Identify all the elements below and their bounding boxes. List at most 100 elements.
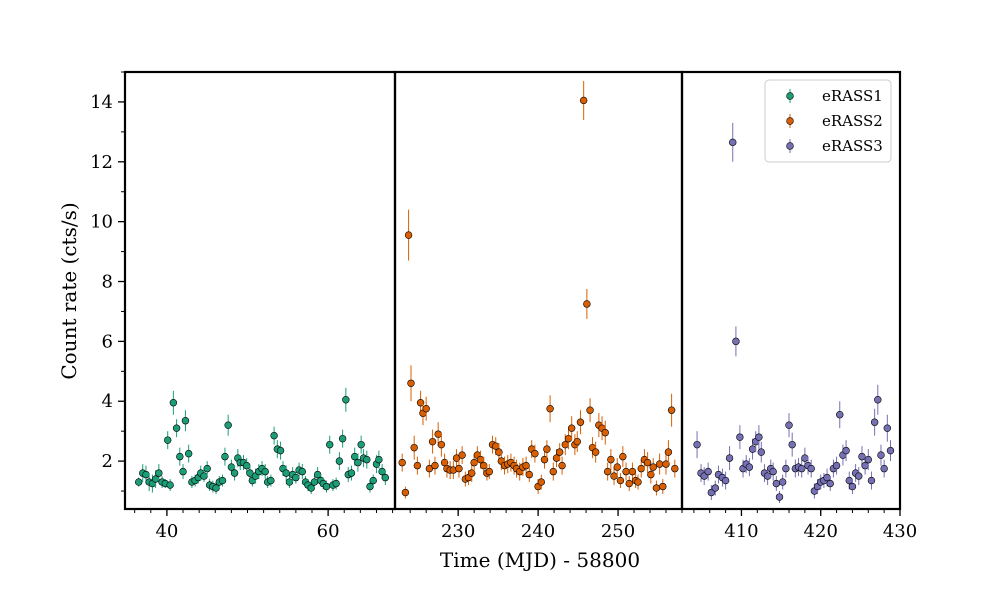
legend: eRASS1 eRASS2 eRASS3 — [764, 79, 892, 163]
data-point — [870, 418, 879, 426]
data-point — [788, 440, 796, 449]
data-point — [298, 467, 307, 476]
data-point — [422, 405, 430, 413]
data-point — [732, 337, 740, 346]
data-point — [671, 464, 679, 473]
data-point — [200, 472, 208, 480]
y-tick-label: 6 — [102, 331, 113, 352]
legend-entry: eRASS1 — [786, 87, 883, 105]
data-point — [458, 451, 466, 459]
data-point — [495, 448, 503, 456]
data-point — [452, 454, 461, 462]
data-point — [398, 458, 406, 467]
data-point — [757, 448, 765, 456]
data-point — [867, 476, 876, 485]
data-point — [378, 467, 386, 476]
data-point — [664, 448, 673, 456]
data-point — [725, 454, 734, 462]
data-point — [763, 472, 772, 480]
data-point — [755, 433, 763, 441]
data-point — [243, 461, 251, 470]
legend-entry: eRASS3 — [786, 137, 883, 155]
series-eRASS3 — [693, 122, 895, 504]
data-point — [169, 399, 178, 407]
data-point — [736, 433, 744, 441]
y-tick-label: 2 — [102, 451, 113, 472]
data-point — [748, 445, 757, 453]
data-point — [347, 469, 356, 477]
data-point — [230, 469, 239, 477]
x-tick-label: 60 — [317, 521, 340, 542]
data-point — [135, 478, 143, 486]
data-point — [721, 476, 730, 485]
data-point — [586, 406, 594, 414]
data-point — [351, 452, 359, 461]
data-point — [224, 421, 232, 429]
data-point — [246, 469, 254, 477]
data-point — [285, 478, 294, 486]
data-point — [267, 476, 275, 485]
x-axis-label: Time (MJD) - 58800 — [440, 548, 640, 572]
data-point — [858, 452, 866, 461]
data-point — [549, 467, 557, 476]
data-point — [176, 452, 184, 461]
data-point — [848, 482, 857, 491]
data-point — [437, 440, 446, 449]
data-point — [151, 475, 160, 483]
data-point — [583, 300, 591, 308]
x-tick-label: 40 — [155, 521, 178, 542]
data-point — [425, 464, 434, 473]
data-point — [807, 464, 815, 473]
data-point — [772, 479, 781, 488]
data-point — [667, 406, 676, 414]
data-point — [338, 434, 347, 443]
data-point — [322, 482, 331, 491]
data-point — [381, 473, 390, 482]
y-tick-label: 14 — [90, 92, 113, 113]
data-point — [455, 464, 463, 473]
data-point — [270, 431, 278, 440]
data-point — [616, 476, 625, 485]
data-point — [416, 399, 425, 407]
data-point — [155, 469, 163, 477]
ticks-layer: 2 4 6 8 10 12 14 40 60 230 240 250 410 420 430 — [90, 71, 917, 542]
data-point — [164, 436, 172, 444]
legend-label: eRASS1 — [822, 87, 883, 105]
data-point — [745, 463, 754, 471]
data-point — [404, 231, 413, 239]
data-point — [307, 484, 315, 492]
data-point — [401, 488, 410, 497]
data-point — [468, 469, 476, 477]
legend-entries: eRASS1 eRASS2 eRASS3 — [786, 87, 883, 155]
data-point — [428, 437, 437, 446]
data-point — [603, 467, 612, 476]
data-point — [172, 424, 181, 432]
data-point — [227, 463, 236, 471]
data-point — [363, 455, 371, 464]
data-point — [782, 464, 790, 473]
y-axis-label: Count rate (cts/s) — [57, 202, 81, 379]
data-point — [775, 493, 784, 501]
points-layer — [135, 80, 895, 504]
data-point — [601, 428, 609, 437]
x-tick-label: 410 — [724, 521, 758, 542]
panel-frame — [123, 70, 397, 511]
data-point — [221, 452, 229, 461]
data-point — [480, 461, 488, 470]
data-point — [704, 467, 712, 476]
frame-layer — [123, 70, 902, 511]
data-point — [591, 448, 600, 456]
x-tick-label: 230 — [441, 521, 475, 542]
data-point — [628, 467, 637, 476]
data-point — [579, 96, 588, 105]
data-point — [832, 461, 841, 470]
data-point — [558, 461, 566, 470]
data-point — [652, 484, 661, 492]
legend-entry: eRASS2 — [786, 112, 883, 130]
data-point — [142, 470, 150, 479]
data-point — [531, 449, 539, 458]
data-point — [546, 405, 554, 413]
data-point — [525, 470, 534, 479]
data-point — [369, 476, 377, 485]
